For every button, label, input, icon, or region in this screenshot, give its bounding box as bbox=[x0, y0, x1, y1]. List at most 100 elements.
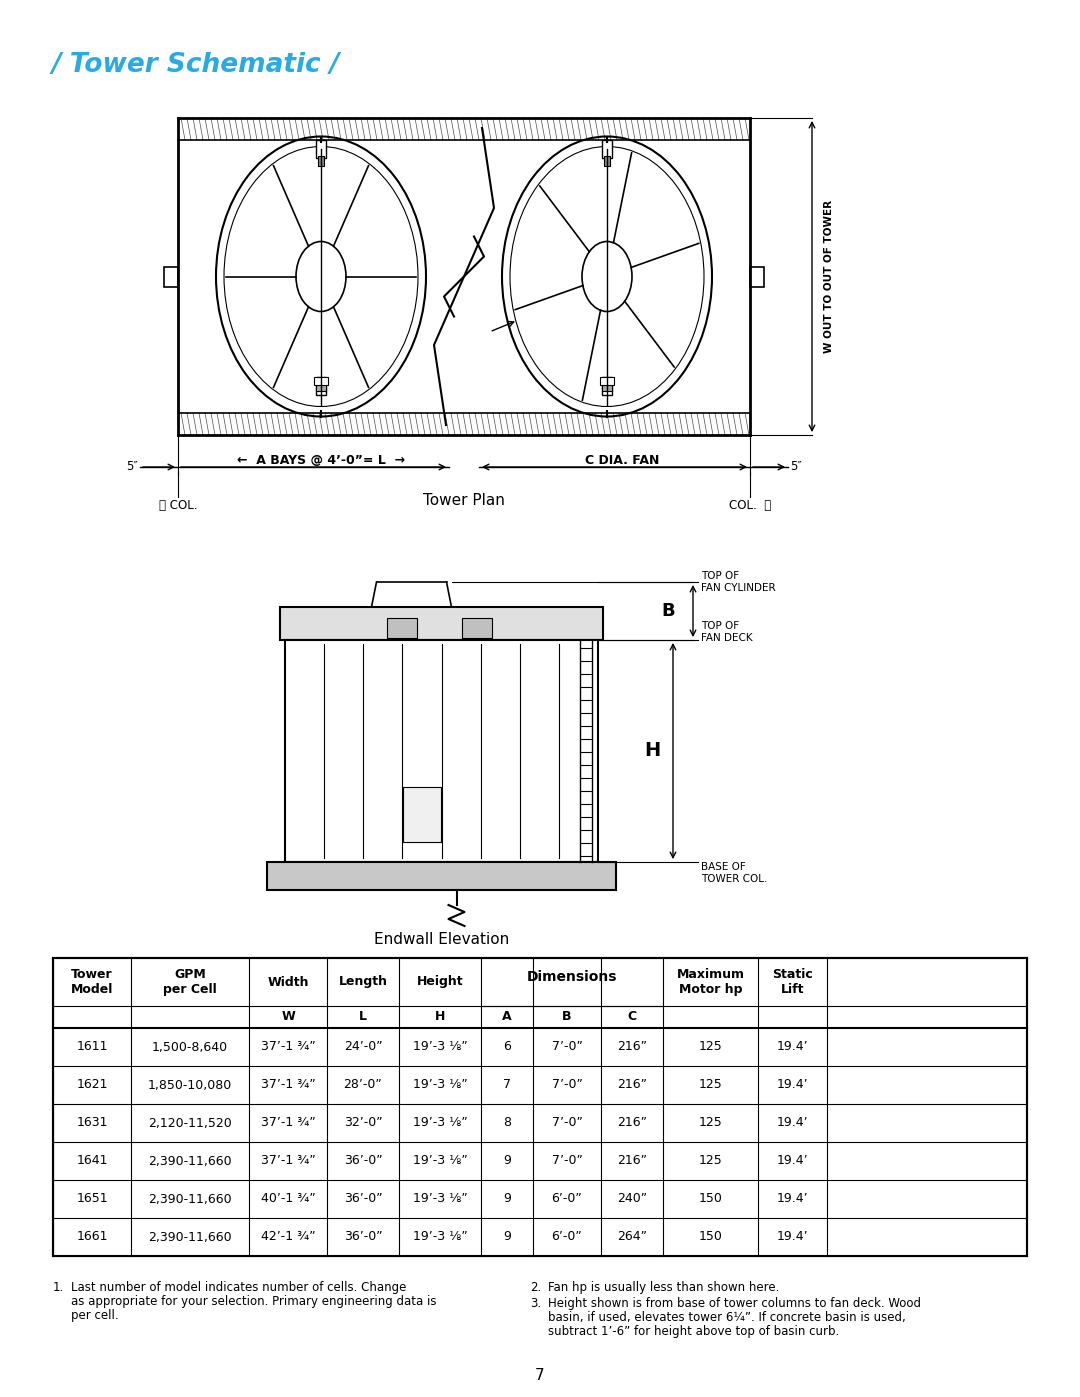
Bar bbox=[604, 156, 610, 166]
Bar bbox=[267, 862, 616, 890]
Text: Tower Plan: Tower Plan bbox=[423, 493, 505, 509]
Bar bbox=[602, 377, 612, 395]
Text: 3.: 3. bbox=[530, 1296, 541, 1310]
Text: subtract 1’-6” for height above top of basin curb.: subtract 1’-6” for height above top of b… bbox=[548, 1324, 839, 1338]
Text: Width: Width bbox=[267, 975, 309, 989]
Text: 1631: 1631 bbox=[77, 1116, 108, 1130]
Text: 19’-3 ⅛”: 19’-3 ⅛” bbox=[413, 1078, 468, 1091]
Text: 1,500-8,640: 1,500-8,640 bbox=[152, 1041, 228, 1053]
Text: 24’-0”: 24’-0” bbox=[343, 1041, 382, 1053]
Text: 37’-1 ¾”: 37’-1 ¾” bbox=[260, 1154, 315, 1168]
Text: TOP OF
FAN CYLINDER: TOP OF FAN CYLINDER bbox=[701, 571, 775, 592]
Text: Dimensions: Dimensions bbox=[527, 970, 618, 985]
Text: 9: 9 bbox=[503, 1231, 511, 1243]
Text: 37’-1 ¾”: 37’-1 ¾” bbox=[260, 1041, 315, 1053]
Text: 2,390-11,660: 2,390-11,660 bbox=[148, 1193, 232, 1206]
Text: Last number of model indicates number of cells. Change: Last number of model indicates number of… bbox=[71, 1281, 406, 1294]
Text: 125: 125 bbox=[699, 1078, 723, 1091]
Text: Maximum
Motor hp: Maximum Motor hp bbox=[676, 968, 744, 996]
Text: A: A bbox=[502, 1010, 512, 1024]
Bar bbox=[280, 608, 603, 640]
Ellipse shape bbox=[582, 242, 632, 312]
Text: 7’-0”: 7’-0” bbox=[552, 1041, 582, 1053]
Text: 37’-1 ¾”: 37’-1 ¾” bbox=[260, 1078, 315, 1091]
Text: 6’-0”: 6’-0” bbox=[552, 1193, 582, 1206]
Text: Static
Lift: Static Lift bbox=[772, 968, 813, 996]
Bar bbox=[750, 267, 764, 286]
Text: 125: 125 bbox=[699, 1116, 723, 1130]
Text: 1641: 1641 bbox=[77, 1154, 108, 1168]
Text: 125: 125 bbox=[699, 1154, 723, 1168]
Ellipse shape bbox=[296, 242, 346, 312]
Text: 32’-0”: 32’-0” bbox=[343, 1116, 382, 1130]
Text: 19’-3 ⅛”: 19’-3 ⅛” bbox=[413, 1193, 468, 1206]
Text: 216”: 216” bbox=[617, 1078, 647, 1091]
Text: 1661: 1661 bbox=[77, 1231, 108, 1243]
Text: 2,390-11,660: 2,390-11,660 bbox=[148, 1231, 232, 1243]
Text: 42’-1 ¾”: 42’-1 ¾” bbox=[260, 1231, 315, 1243]
Text: Endwall Elevation: Endwall Elevation bbox=[374, 932, 509, 947]
Text: Fan hp is usually less than shown here.: Fan hp is usually less than shown here. bbox=[548, 1281, 780, 1294]
Text: as appropriate for your selection. Primary engineering data is: as appropriate for your selection. Prima… bbox=[71, 1295, 436, 1308]
Text: 19’-3 ⅛”: 19’-3 ⅛” bbox=[413, 1041, 468, 1053]
Text: 28’-0”: 28’-0” bbox=[343, 1078, 382, 1091]
Text: GPM
per Cell: GPM per Cell bbox=[163, 968, 217, 996]
Text: 19.4’: 19.4’ bbox=[777, 1078, 808, 1091]
Text: TOP OF
FAN DECK: TOP OF FAN DECK bbox=[701, 622, 753, 643]
Bar bbox=[164, 267, 178, 286]
Text: B: B bbox=[563, 1010, 571, 1024]
Text: C: C bbox=[627, 1010, 636, 1024]
Text: 5″: 5″ bbox=[126, 461, 138, 474]
Text: 2.: 2. bbox=[530, 1281, 541, 1294]
Text: 1621: 1621 bbox=[77, 1078, 108, 1091]
Text: W: W bbox=[281, 1010, 295, 1024]
Text: W OUT TO OUT OF TOWER: W OUT TO OUT OF TOWER bbox=[824, 200, 834, 353]
Text: 7’-0”: 7’-0” bbox=[552, 1154, 582, 1168]
Text: H: H bbox=[435, 1010, 445, 1024]
Text: Tower
Model: Tower Model bbox=[71, 968, 113, 996]
Text: 36’-0”: 36’-0” bbox=[343, 1193, 382, 1206]
Text: 2,390-11,660: 2,390-11,660 bbox=[148, 1154, 232, 1168]
Text: 19.4’: 19.4’ bbox=[777, 1041, 808, 1053]
Text: Ⱀ COL.: Ⱀ COL. bbox=[159, 499, 198, 511]
Bar bbox=[53, 958, 1027, 1256]
Text: 19.4’: 19.4’ bbox=[777, 1116, 808, 1130]
Bar bbox=[316, 386, 326, 391]
Bar bbox=[461, 617, 491, 638]
Text: 19.4’: 19.4’ bbox=[777, 1231, 808, 1243]
Text: 40’-1 ¾”: 40’-1 ¾” bbox=[260, 1193, 315, 1206]
Text: Height shown is from base of tower columns to fan deck. Wood: Height shown is from base of tower colum… bbox=[548, 1296, 921, 1310]
Text: 36’-0”: 36’-0” bbox=[343, 1231, 382, 1243]
Bar bbox=[602, 140, 612, 158]
Text: 19’-3 ⅛”: 19’-3 ⅛” bbox=[413, 1116, 468, 1130]
Bar bbox=[403, 787, 441, 842]
Text: ←  A BAYS @ 4’-0”= L  →: ← A BAYS @ 4’-0”= L → bbox=[237, 454, 405, 467]
Text: 1651: 1651 bbox=[77, 1193, 108, 1206]
Bar bbox=[387, 617, 417, 638]
Text: 7’-0”: 7’-0” bbox=[552, 1116, 582, 1130]
Text: 9: 9 bbox=[503, 1154, 511, 1168]
Text: 2,120-11,520: 2,120-11,520 bbox=[148, 1116, 232, 1130]
Text: / Tower Schematic /: / Tower Schematic / bbox=[52, 52, 340, 78]
Text: 19.4’: 19.4’ bbox=[777, 1193, 808, 1206]
Text: H: H bbox=[645, 742, 661, 760]
Text: 1,850-10,080: 1,850-10,080 bbox=[148, 1078, 232, 1091]
Text: 216”: 216” bbox=[617, 1041, 647, 1053]
Bar bbox=[314, 377, 328, 386]
Text: 150: 150 bbox=[699, 1231, 723, 1243]
Text: 19’-3 ⅛”: 19’-3 ⅛” bbox=[413, 1231, 468, 1243]
Text: 9: 9 bbox=[503, 1193, 511, 1206]
Bar bbox=[316, 140, 326, 158]
Text: 19.4’: 19.4’ bbox=[777, 1154, 808, 1168]
Text: 6: 6 bbox=[503, 1041, 511, 1053]
Text: 7: 7 bbox=[503, 1078, 511, 1091]
Text: 150: 150 bbox=[699, 1193, 723, 1206]
Text: Length: Length bbox=[338, 975, 388, 989]
Text: 240”: 240” bbox=[617, 1193, 647, 1206]
Text: C DIA. FAN: C DIA. FAN bbox=[584, 454, 659, 467]
Bar bbox=[600, 377, 615, 386]
Text: 1.: 1. bbox=[53, 1281, 64, 1294]
Text: L: L bbox=[359, 1010, 367, 1024]
Text: basin, if used, elevates tower 6¼”. If concrete basin is used,: basin, if used, elevates tower 6¼”. If c… bbox=[548, 1310, 906, 1324]
Text: 8: 8 bbox=[503, 1116, 511, 1130]
